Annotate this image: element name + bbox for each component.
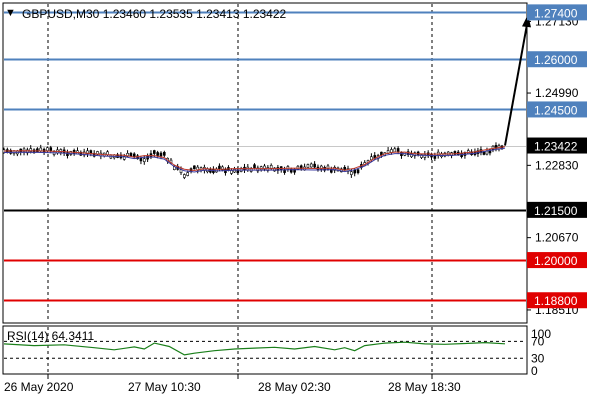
price-tick-label-3: 1.20670 [535, 231, 579, 245]
rsi-tick-label-2: 30 [531, 351, 545, 365]
level-label-6: 1.18800 [534, 294, 578, 308]
time-label-2: 28 May 02:30 [258, 380, 331, 394]
candle-body [132, 153, 136, 158]
candle-body [146, 155, 149, 160]
candle-body [69, 151, 73, 155]
candle-body [29, 148, 33, 152]
candle-body [153, 150, 156, 154]
price-tick-label-1: 1.24990 [535, 86, 579, 100]
price-tick-label-2: 1.22830 [535, 158, 579, 172]
vertical-gridlines [47, 4, 433, 373]
candle-body [159, 152, 163, 157]
symbol-header: GBPUSD,M30 1.23460 1.23535 1.23413 1.234… [22, 7, 287, 21]
candle-body [36, 148, 39, 153]
level-label-5: 1.20000 [534, 254, 578, 268]
candle-body [183, 174, 186, 178]
level-label-box-5 [527, 252, 587, 269]
rsi-line [3, 341, 506, 356]
candle-body [49, 147, 53, 151]
chart-menu-arrow-icon[interactable]: ▼ [5, 7, 16, 19]
time-label-1: 27 May 10:30 [128, 380, 201, 394]
candle-body [136, 155, 139, 160]
candle-body [319, 165, 323, 170]
level-label-1: 1.26000 [534, 53, 578, 67]
candle-body [420, 154, 423, 158]
candle-body [309, 163, 313, 168]
level-label-box-2 [527, 101, 587, 118]
time-label-3: 28 May 18:30 [388, 380, 461, 394]
candle-body [336, 167, 340, 172]
candle-body [273, 167, 276, 172]
level-label-box-0 [527, 4, 587, 21]
candle-body [460, 153, 463, 158]
projection-arrow-line [504, 24, 528, 146]
rsi-label: RSI(14) 64.3411 [7, 329, 94, 343]
candle-body [400, 152, 403, 156]
candle-body [230, 170, 233, 174]
candle-body [491, 145, 495, 150]
candle-body [163, 152, 166, 156]
candle-body [256, 167, 260, 172]
level-lines [4, 11, 526, 302]
rsi-tick-label-1: 70 [531, 334, 545, 348]
candle-body [390, 149, 393, 153]
candle-body [26, 149, 29, 154]
candle-body [46, 147, 49, 151]
candle-body [289, 168, 293, 173]
candle-body [410, 153, 413, 158]
candle-body [224, 169, 227, 174]
candle-body [356, 169, 360, 174]
candle-body [139, 157, 143, 162]
candle-body [443, 152, 447, 157]
candle-body [9, 150, 12, 154]
level-label-box-6 [527, 292, 587, 309]
level-price-labels: 1.27400 1.26000 1.24500 1.23422 1.21500 1.200… [527, 4, 587, 309]
candle-body [221, 166, 224, 171]
level-label-4: 1.21500 [534, 204, 578, 218]
candle-body [453, 151, 457, 155]
candle-body [413, 152, 417, 157]
time-label-0: 26 May 2020 [4, 380, 74, 394]
candle-body [253, 164, 256, 169]
level-label-0: 1.27400 [534, 6, 578, 20]
level-label-2: 1.24500 [534, 103, 578, 117]
candle-body [193, 165, 196, 170]
candle-body [393, 148, 397, 153]
time-axis: 26 May 2020 27 May 10:30 28 May 02:30 28 Ma… [4, 374, 461, 394]
candle-body [156, 152, 159, 156]
candle-body [313, 163, 316, 168]
candle-body [396, 148, 400, 152]
candle-body [66, 152, 69, 157]
candle-body [423, 154, 427, 158]
price-series [2, 14, 531, 180]
rsi-tick-label-0: 100 [531, 327, 551, 341]
candle-body [86, 150, 89, 155]
level-label-3: 1.23422 [534, 140, 578, 154]
candle-body [299, 165, 303, 170]
candle-body [326, 165, 330, 170]
candle-body [269, 165, 273, 169]
candle-body [306, 164, 310, 168]
candle-body [186, 172, 189, 176]
moving-average-slow [3, 147, 506, 173]
level-label-box-1 [527, 51, 587, 68]
rsi-tick-label-3: 0 [531, 364, 538, 378]
candle-body [142, 158, 146, 162]
candle-body [370, 156, 373, 161]
candle-body [350, 171, 353, 175]
main-panel-frame [2, 2, 528, 324]
candle-body [218, 165, 221, 170]
level-label-box-3 [527, 137, 587, 154]
rsi-panel-frame [2, 325, 528, 375]
candle-body [353, 169, 357, 174]
level-label-box-4 [527, 201, 587, 218]
moving-average-fast [3, 146, 506, 172]
